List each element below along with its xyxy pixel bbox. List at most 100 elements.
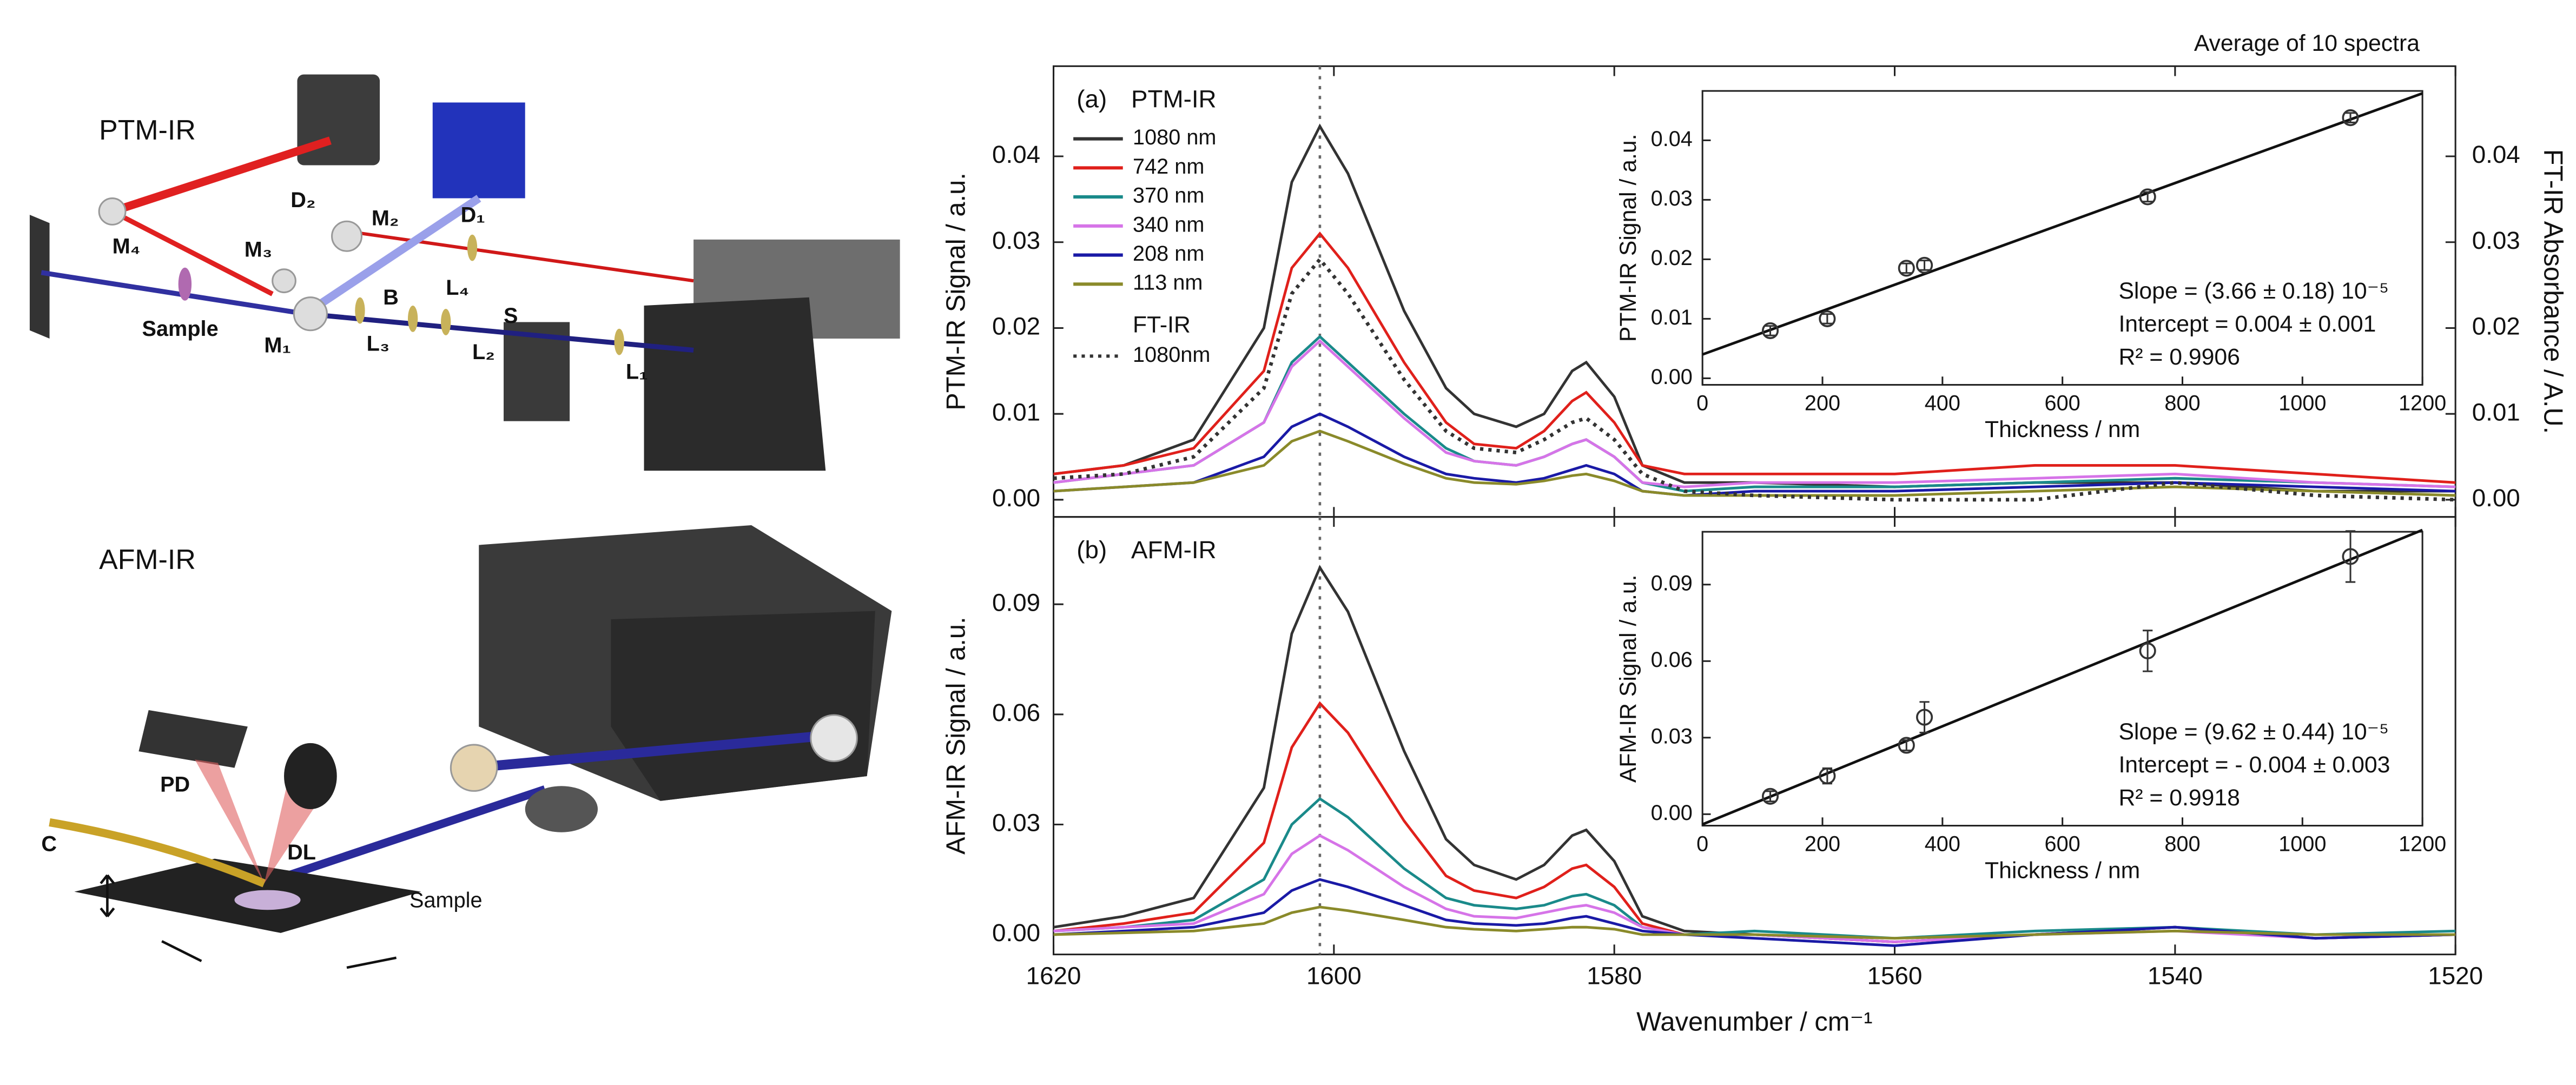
- mirror: [272, 268, 296, 294]
- data-point: [1898, 260, 1915, 277]
- data-point: [1761, 322, 1779, 339]
- legend-label: 340 nm: [1133, 213, 1204, 236]
- legend-label: 113 nm: [1133, 271, 1203, 295]
- detector-d1: [432, 102, 525, 199]
- error-bar: [2345, 112, 2356, 123]
- series-line: [1053, 834, 2456, 943]
- y-tick-label: 0.00: [1651, 365, 1693, 389]
- inset-frame: [1701, 90, 2423, 386]
- mirror: [331, 220, 363, 252]
- fit-annotation: R² = 0.9906: [2118, 344, 2240, 370]
- diagram-label: DL: [287, 841, 316, 864]
- series-line: [1053, 231, 2456, 484]
- x-tick-label: 1000: [2278, 832, 2326, 856]
- series-line: [1053, 905, 2456, 940]
- diagram-label: L₁: [626, 360, 648, 384]
- error-bar: [1919, 701, 1930, 733]
- y2-axis-label: FT-IR Absorbance / A.U.: [2538, 149, 2567, 434]
- y-tick-label: 0.09: [992, 588, 1040, 616]
- series-line: [1053, 429, 2456, 497]
- beam: [262, 785, 546, 888]
- beam: [111, 209, 274, 296]
- x-tick-label: 1620: [1026, 962, 1081, 989]
- x-tick-label: 400: [1925, 832, 1960, 856]
- x-tick-label: 800: [2164, 392, 2200, 415]
- data-point: [2342, 109, 2359, 127]
- x-tick-label: 600: [2045, 832, 2080, 856]
- x-tick-label: 200: [1805, 392, 1840, 415]
- error-bar: [1822, 313, 1833, 325]
- lens: [614, 328, 624, 355]
- fit-line: [1702, 528, 2423, 826]
- data-point: [1916, 709, 1933, 726]
- objective: [525, 786, 598, 832]
- legend-label: 1080nm: [1133, 343, 1210, 367]
- y2-tick-label: 0.04: [2472, 141, 2520, 168]
- data-point: [2342, 548, 2359, 565]
- mirror: [810, 714, 858, 762]
- y-axis-label: PTM-IR Signal / a.u.: [1615, 134, 1641, 342]
- y-tick-label: 0.03: [1651, 187, 1693, 210]
- cantilever: [49, 818, 266, 888]
- y-tick-label: 0.00: [992, 484, 1040, 512]
- diagram-label: L₃: [367, 332, 390, 356]
- y-tick-label: 0.00: [992, 919, 1040, 947]
- data-point: [1819, 767, 1836, 785]
- panel-title: PTM-IR: [1131, 85, 1217, 113]
- panel-label: (a): [1076, 85, 1107, 113]
- data-point: [1898, 737, 1915, 754]
- y-tick-label: 0.01: [1651, 306, 1693, 329]
- laser: [284, 743, 337, 809]
- y2-tick-label: 0.00: [2472, 484, 2520, 512]
- y2-tick-label: 0.02: [2472, 313, 2520, 340]
- error-bar: [2142, 630, 2153, 672]
- y2-tick-label: 0.03: [2472, 227, 2520, 254]
- lens: [441, 309, 451, 335]
- x-tick-label: 0: [1696, 832, 1708, 856]
- diagram-label: M₂: [372, 207, 399, 230]
- x-tick-label: 1600: [1306, 962, 1362, 989]
- lens: [407, 305, 418, 332]
- photodiode: [138, 710, 248, 768]
- mirror: [98, 197, 127, 226]
- data-point: [1761, 788, 1779, 805]
- x-axis-label: Thickness / nm: [1985, 416, 2140, 442]
- sample: [178, 267, 192, 301]
- data-point: [2139, 188, 2156, 206]
- mirror: [293, 296, 328, 332]
- panel-label: (b): [1076, 536, 1107, 564]
- diagram-label: D₁: [461, 203, 485, 227]
- y-tick-label: 0.04: [1651, 127, 1693, 151]
- data-point: [2139, 642, 2156, 659]
- diagram-label: M₁: [264, 334, 290, 358]
- data-point: [1819, 310, 1836, 327]
- y-axis-label: AFM-IR Signal / a.u.: [941, 617, 970, 855]
- y-tick-label: 0.04: [992, 141, 1040, 168]
- y-tick-label: 0.06: [1651, 648, 1693, 672]
- series-line: [1053, 256, 2456, 502]
- x-tick-label: 0: [1696, 392, 1708, 415]
- diagram-label: D₂: [290, 188, 315, 212]
- fit-annotation: Intercept = - 0.004 ± 0.003: [2118, 752, 2390, 778]
- fit-line: [1702, 92, 2423, 356]
- mirror: [450, 744, 498, 792]
- spectrometer-face: [611, 611, 875, 801]
- diagram-label: M₃: [245, 238, 272, 262]
- charts: 0.00 0.01 0.02 0.03 0.04 0.00 0.01 0.02 0.03 0.04…: [941, 30, 2567, 1037]
- y-tick-label: 0.01: [992, 398, 1040, 426]
- x-tick-label: 200: [1805, 832, 1840, 856]
- error-bar: [2142, 191, 2153, 203]
- beam: [303, 195, 481, 317]
- diagram-label: S: [504, 304, 518, 328]
- error-bar: [1919, 260, 1930, 271]
- error-bar: [1765, 790, 1775, 803]
- x-tick-label: 1000: [2278, 392, 2326, 415]
- camera: [297, 74, 380, 166]
- series-line: [1053, 412, 2456, 497]
- afm-ir-diagram: AFM-IR PD DL C Sample: [41, 525, 892, 969]
- diagram-label: PD: [160, 773, 190, 797]
- lens: [355, 297, 365, 324]
- y-tick-label: 0.03: [992, 809, 1040, 836]
- y2-tick-label: 0.01: [2472, 398, 2520, 426]
- y-axis-label: AFM-IR Signal / a.u.: [1615, 575, 1641, 783]
